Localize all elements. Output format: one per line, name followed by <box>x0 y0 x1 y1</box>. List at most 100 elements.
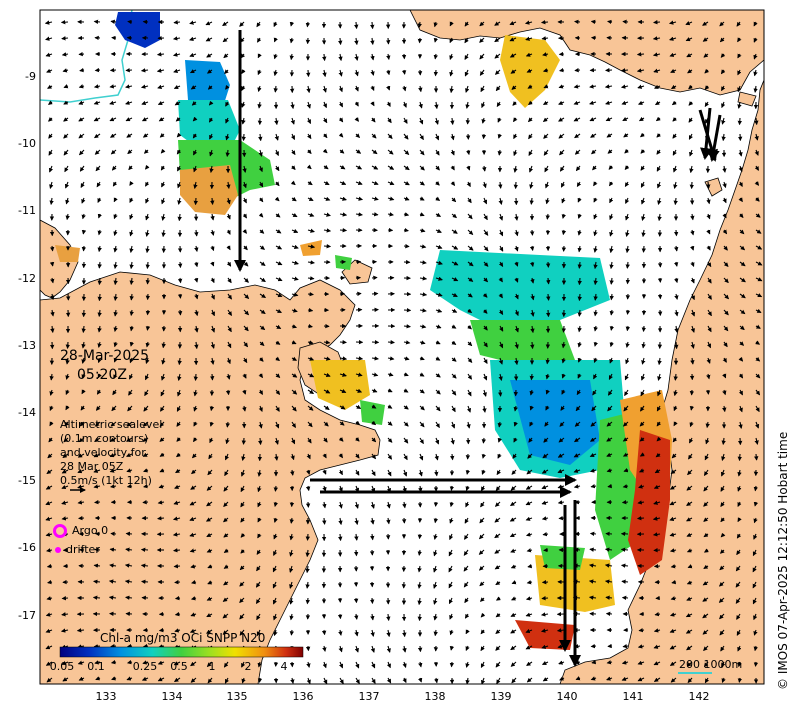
velocity-arrow <box>81 229 87 235</box>
velocity-arrow <box>49 197 54 206</box>
velocity-arrow <box>483 261 489 267</box>
velocity-arrow <box>142 133 149 138</box>
velocity-arrow <box>113 213 118 220</box>
velocity-arrow <box>688 117 693 123</box>
velocity-arrow <box>417 645 423 653</box>
velocity-arrow <box>574 133 581 139</box>
velocity-arrow <box>574 19 581 25</box>
velocity-arrow <box>172 36 181 41</box>
velocity-arrow <box>542 52 549 57</box>
velocity-arrow <box>467 229 474 236</box>
velocity-arrow <box>193 197 198 206</box>
velocity-arrow <box>449 37 454 44</box>
land-island <box>704 177 723 197</box>
velocity-arrow <box>704 85 710 90</box>
velocity-arrow <box>419 149 425 156</box>
velocity-arrow <box>339 340 347 345</box>
velocity-arrow <box>403 243 410 249</box>
velocity-arrow <box>257 53 262 59</box>
velocity-arrow <box>145 245 150 254</box>
velocity-arrow <box>259 325 266 331</box>
velocity-arrow <box>157 100 165 106</box>
x-axis-tick: 136 <box>292 690 314 703</box>
velocity-arrow <box>542 68 549 73</box>
velocity-arrow <box>674 341 679 350</box>
velocity-arrow <box>145 213 150 221</box>
velocity-arrow <box>481 437 487 444</box>
velocity-arrow <box>419 308 427 313</box>
velocity-arrow <box>81 325 86 334</box>
velocity-arrow <box>467 308 473 314</box>
velocity-arrow <box>339 212 348 217</box>
velocity-arrow <box>449 21 454 27</box>
velocity-arrow <box>323 228 332 233</box>
velocity-arrow <box>702 37 709 42</box>
velocity-arrow <box>63 117 69 122</box>
velocity-arrow <box>722 197 727 204</box>
velocity-arrow <box>673 261 679 267</box>
velocity-arrow <box>605 117 613 122</box>
velocity-arrow <box>207 69 213 74</box>
velocity-arrow <box>323 244 332 249</box>
velocity-arrow <box>419 196 425 201</box>
velocity-arrow <box>127 149 133 155</box>
velocity-arrow <box>451 261 459 266</box>
velocity-arrow <box>558 515 565 521</box>
velocity-arrow <box>419 181 425 186</box>
velocity-arrow <box>540 20 549 25</box>
velocity-arrow <box>177 197 182 205</box>
velocity-arrow <box>514 309 519 317</box>
velocity-arrow <box>483 213 488 221</box>
velocity-arrow <box>433 21 438 28</box>
velocity-arrow <box>625 213 630 221</box>
velocity-arrow <box>403 181 410 186</box>
velocity-arrow <box>512 101 518 106</box>
velocity-arrow <box>559 149 565 156</box>
velocity-arrow <box>210 325 216 333</box>
velocity-arrow <box>753 69 758 77</box>
velocity-arrow <box>498 181 503 189</box>
colorbar-tick: 0.5 <box>170 660 188 673</box>
velocity-arrow <box>494 69 501 75</box>
velocity-arrow <box>322 53 327 62</box>
velocity-arrow <box>755 308 762 313</box>
velocity-arrow <box>44 20 53 25</box>
velocity-arrow <box>226 213 231 220</box>
velocity-arrow <box>49 181 54 190</box>
velocity-arrow <box>275 277 283 282</box>
velocity-arrow <box>322 69 327 78</box>
velocity-arrow <box>208 117 214 123</box>
velocity-arrow <box>61 595 69 601</box>
velocity-arrow <box>559 67 565 73</box>
velocity-arrow <box>509 53 517 58</box>
velocity-arrow <box>542 531 549 537</box>
velocity-arrow <box>226 229 231 235</box>
velocity-arrow <box>605 531 613 536</box>
velocity-arrow <box>481 133 487 140</box>
velocity-arrow <box>433 37 439 43</box>
velocity-arrow <box>243 325 249 332</box>
credit-text: © IMOS 07-Apr-2025 12:12:50 Hobart time <box>776 431 790 690</box>
velocity-arrow <box>371 133 377 139</box>
velocity-arrow <box>704 101 710 108</box>
velocity-arrow <box>125 531 133 537</box>
velocity-arrow <box>273 85 278 93</box>
velocity-arrow <box>483 229 489 236</box>
velocity-arrow <box>482 293 488 298</box>
land-island <box>737 91 757 107</box>
velocity-arrow <box>591 149 597 155</box>
velocity-arrow <box>656 132 662 138</box>
velocity-arrow <box>273 69 278 77</box>
velocity-arrow <box>291 292 299 297</box>
velocity-arrow <box>509 37 517 42</box>
velocity-arrow <box>593 213 598 220</box>
velocity-arrow <box>79 67 85 73</box>
velocity-arrow <box>605 100 613 105</box>
velocity-arrow <box>97 213 102 219</box>
velocity-arrow <box>559 165 565 172</box>
velocity-arrow <box>243 309 250 316</box>
velocity-arrow <box>141 100 149 106</box>
velocity-arrow <box>354 101 359 107</box>
velocity-arrow <box>558 84 565 89</box>
velocity-arrow <box>419 244 427 249</box>
